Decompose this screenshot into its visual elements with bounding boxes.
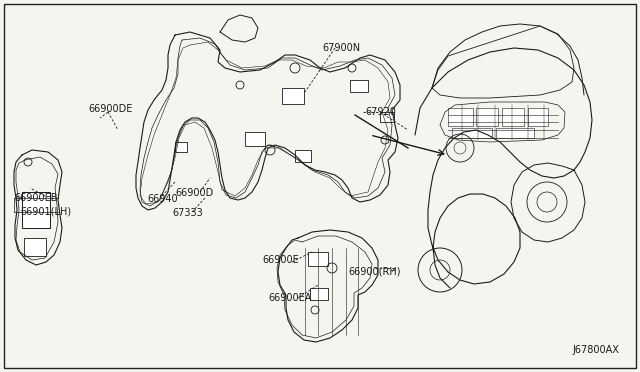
Text: 66900D: 66900D	[175, 188, 213, 198]
Text: 66900EB: 66900EB	[14, 193, 58, 203]
Bar	[22, 192, 50, 228]
Text: 66900EA: 66900EA	[268, 293, 312, 303]
Text: 67333: 67333	[172, 208, 203, 218]
Text: 66940: 66940	[147, 194, 178, 204]
Bar	[380, 112, 394, 122]
Bar	[175, 142, 187, 152]
Bar	[496, 128, 534, 138]
Text: 67900N: 67900N	[322, 43, 360, 53]
Bar	[308, 252, 328, 266]
Bar	[24, 238, 46, 256]
Text: 67920: 67920	[365, 107, 396, 117]
Bar	[476, 108, 498, 126]
Text: 66900DE: 66900DE	[88, 104, 132, 114]
Text: J67800AX: J67800AX	[572, 345, 619, 355]
Bar	[245, 132, 265, 146]
Bar	[452, 128, 492, 138]
Bar	[528, 108, 548, 126]
Text: 66901(LH): 66901(LH)	[20, 207, 71, 217]
Bar	[502, 108, 524, 126]
Bar	[295, 150, 311, 162]
Text: 66900E: 66900E	[262, 255, 299, 265]
Text: 66900(RH): 66900(RH)	[348, 266, 401, 276]
Bar	[448, 108, 473, 126]
Bar	[350, 80, 368, 92]
Bar	[282, 88, 304, 104]
Bar	[310, 288, 328, 300]
